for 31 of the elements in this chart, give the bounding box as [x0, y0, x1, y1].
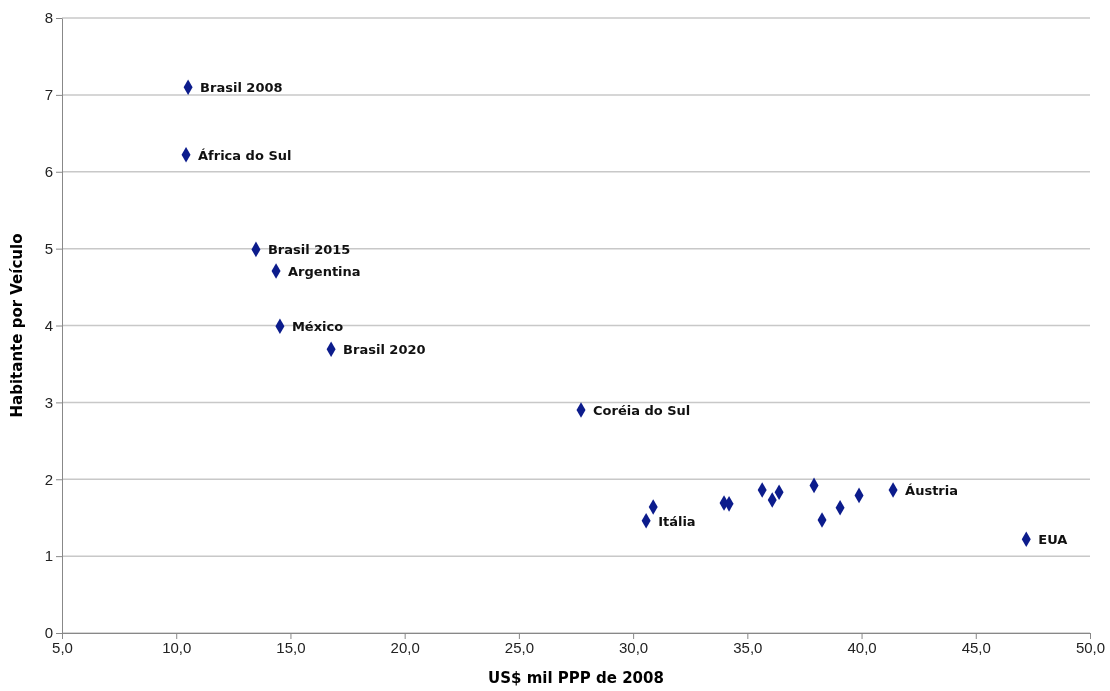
y-tick-label: 0 — [44, 624, 53, 642]
y-tick-label: 7 — [44, 86, 53, 104]
y-tick-label: 5 — [44, 239, 53, 257]
x-tick-label: 5,0 — [52, 638, 73, 656]
x-tick-label: 40,0 — [847, 638, 877, 656]
x-tick-label: 30,0 — [619, 638, 649, 656]
y-tick-label: 8 — [44, 9, 53, 27]
y-axis-title: Habitante por Veículo — [8, 233, 26, 418]
data-label: Áustria — [905, 483, 958, 499]
y-tick-label: 1 — [44, 547, 53, 565]
data-label: Argentina — [288, 263, 361, 279]
x-tick-label: 25,0 — [504, 638, 534, 656]
x-tick-label: 35,0 — [733, 638, 763, 656]
x-tick-label: 20,0 — [390, 638, 420, 656]
y-tick-label: 4 — [44, 316, 53, 334]
x-tick-label: 10,0 — [162, 638, 192, 656]
x-tick-label: 15,0 — [276, 638, 306, 656]
y-tick-label: 6 — [44, 163, 53, 181]
x-axis-title: US$ mil PPP de 2008 — [488, 669, 664, 687]
data-label: Coréia do Sul — [593, 403, 691, 419]
data-label: África do Sul — [198, 147, 292, 163]
data-label: México — [291, 319, 344, 335]
data-label: EUA — [1038, 532, 1068, 548]
y-tick-label: 3 — [44, 393, 53, 411]
data-label: Brasil 2020 — [343, 342, 426, 358]
x-tick-label: 50,0 — [1075, 638, 1106, 656]
y-tick-label: 2 — [44, 470, 53, 488]
data-label: Brasil 2015 — [267, 242, 351, 258]
data-label: Itália — [658, 513, 696, 529]
x-tick-label: 45,0 — [961, 638, 991, 656]
data-label: Brasil 2008 — [200, 80, 283, 96]
